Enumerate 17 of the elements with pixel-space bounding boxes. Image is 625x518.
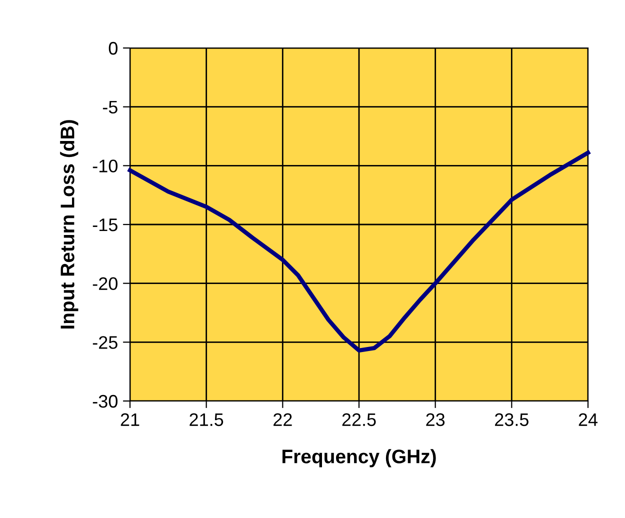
y-tick-label: -30 — [92, 394, 118, 408]
y-tick-label: -5 — [102, 100, 118, 114]
x-tick-label: 23 — [426, 413, 445, 426]
y-tick-label: -25 — [92, 336, 118, 349]
x-tick-label: 21.5 — [190, 413, 224, 426]
x-tick-label: 21 — [120, 413, 140, 426]
y-tick-label: -20 — [92, 277, 118, 290]
y-tick-label: -10 — [92, 160, 118, 172]
line-series — [128, 150, 590, 352]
x-tick-label: 24 — [578, 413, 598, 426]
x-tick-label: 22 — [274, 413, 292, 426]
y-axis-title: Input Return Loss (dB) — [60, 120, 78, 329]
x-tick-label: 22.5 — [342, 413, 376, 426]
y-tick-label: 0 — [108, 42, 118, 55]
x-axis-title: Frequency (GHz) — [282, 449, 436, 468]
x-tick-label: 23.5 — [495, 413, 528, 426]
y-tick-label: -15 — [92, 218, 118, 232]
